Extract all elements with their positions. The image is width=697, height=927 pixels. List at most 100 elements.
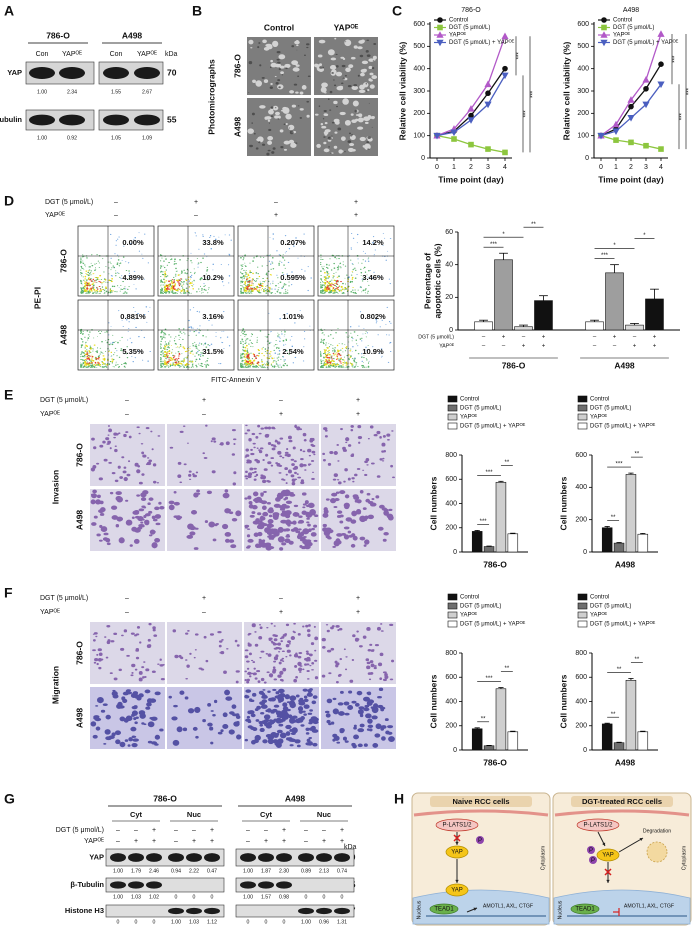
- condition-sign: +: [152, 827, 156, 834]
- condition-sign: –: [174, 827, 178, 834]
- arrow-head: [639, 838, 643, 841]
- bar: [494, 259, 513, 331]
- sig-label: ***: [480, 519, 488, 525]
- band: [186, 907, 202, 915]
- y-tick-label: 0: [585, 155, 589, 162]
- bar: [514, 326, 533, 331]
- sig-label: **: [635, 657, 640, 663]
- point: [468, 112, 474, 119]
- condition-sign: +: [633, 344, 637, 350]
- x-tick-label: 4: [659, 164, 663, 171]
- condition-sign: –: [125, 595, 129, 602]
- fraction-label: Nuc: [317, 810, 331, 819]
- kda: 70: [167, 67, 177, 77]
- cells: [319, 39, 377, 94]
- band: [204, 853, 220, 862]
- y-tick-label: 600: [575, 452, 587, 459]
- sig-label: *: [613, 243, 616, 249]
- x-tick-label: 3: [644, 164, 648, 171]
- point: [657, 81, 665, 89]
- bar: [613, 542, 625, 553]
- legend-swatch: [447, 413, 458, 421]
- sig-label: ***: [673, 55, 679, 63]
- condition-sign: –: [482, 335, 486, 341]
- band: [334, 853, 350, 862]
- row-label: β-Tubulin: [70, 880, 104, 889]
- side-label: Invasion: [50, 470, 60, 504]
- condition-sign: –: [322, 827, 326, 834]
- cells: [248, 39, 307, 95]
- quadrant-value: 3.16%: [202, 312, 224, 321]
- point: [643, 142, 649, 149]
- condition-sign: –: [482, 344, 486, 350]
- fraction-label: Cyt: [130, 810, 143, 819]
- condition-sign: –: [593, 335, 597, 341]
- condition-sign: +: [340, 838, 344, 845]
- condition-sign: +: [356, 411, 360, 418]
- legend-label: YAPᴼᴱ: [449, 32, 467, 39]
- y-tick-label: 500: [413, 43, 425, 50]
- band-value: 0.94: [171, 868, 181, 874]
- point: [485, 146, 491, 152]
- legend-marker: [600, 39, 608, 47]
- arrow-head: [606, 879, 610, 883]
- legend-label: YAPᴼᴱ: [460, 612, 478, 619]
- band: [29, 114, 55, 126]
- cells: [322, 424, 395, 485]
- sig-label: ***: [486, 676, 494, 682]
- band: [128, 853, 144, 862]
- quadrant-value: 31.5%: [202, 347, 224, 356]
- legend-swatch: [577, 413, 588, 421]
- point: [612, 128, 620, 136]
- band-value: 1.87: [261, 868, 271, 874]
- band: [258, 881, 274, 889]
- condition-sign: –: [202, 609, 206, 616]
- protein-label: TEAD1: [434, 907, 454, 913]
- quadrant-value: 10.2%: [202, 273, 224, 282]
- region-label: Cytoplasm: [681, 846, 687, 871]
- band-value: 2.67: [142, 89, 152, 95]
- protein-label: TEAD1: [575, 907, 595, 913]
- y-axis-label: Cell numbers: [558, 476, 568, 530]
- condition-sign: –: [202, 411, 206, 418]
- band: [103, 67, 129, 79]
- row-label: A498: [58, 325, 68, 346]
- cells: [80, 328, 129, 368]
- condition-sign: –: [633, 335, 637, 341]
- quadrant-value: 10.9%: [362, 347, 384, 356]
- legend-label: DGT (5 μmol/L): [590, 406, 631, 412]
- protein-label: YAP: [451, 850, 463, 856]
- x-tick-label: 1: [452, 164, 456, 171]
- phospho-label: P: [478, 838, 482, 844]
- arrow-head: [455, 879, 459, 883]
- condition-label: DGT (5 μmol/L): [56, 827, 104, 834]
- arrow-head: [473, 907, 477, 911]
- point: [643, 85, 649, 92]
- cells: [90, 689, 164, 748]
- legend-label: Control: [449, 18, 468, 24]
- panel-title: DGT-treated RCC cells: [582, 797, 662, 806]
- flow-plot: [77, 225, 155, 297]
- point: [451, 136, 457, 142]
- point: [628, 139, 634, 146]
- cells: [168, 689, 242, 746]
- phospho: [589, 856, 597, 864]
- protein-label: YAP: [602, 853, 614, 859]
- condition-sign: –: [125, 609, 129, 616]
- legend-label: Control: [590, 397, 609, 403]
- cells: [244, 489, 319, 551]
- side-label: Photomicrographs: [206, 59, 216, 135]
- band: [276, 853, 292, 862]
- point: [613, 137, 619, 143]
- row-label: A498: [74, 510, 84, 531]
- y-tick-label: 0: [453, 747, 457, 754]
- condition-label: YAPᴼᴱ: [40, 411, 60, 418]
- band-value: 0.74: [337, 868, 347, 874]
- band-value: 1.57: [261, 894, 271, 900]
- y-tick-label: 0: [583, 747, 587, 754]
- y-tick-label: 600: [413, 21, 425, 28]
- y-tick-label: 0: [583, 549, 587, 556]
- band-value: 2.13: [319, 868, 329, 874]
- cells: [90, 489, 165, 549]
- legend-label: DGT (5 μmol/L) + YAPᴼᴱ: [460, 423, 526, 430]
